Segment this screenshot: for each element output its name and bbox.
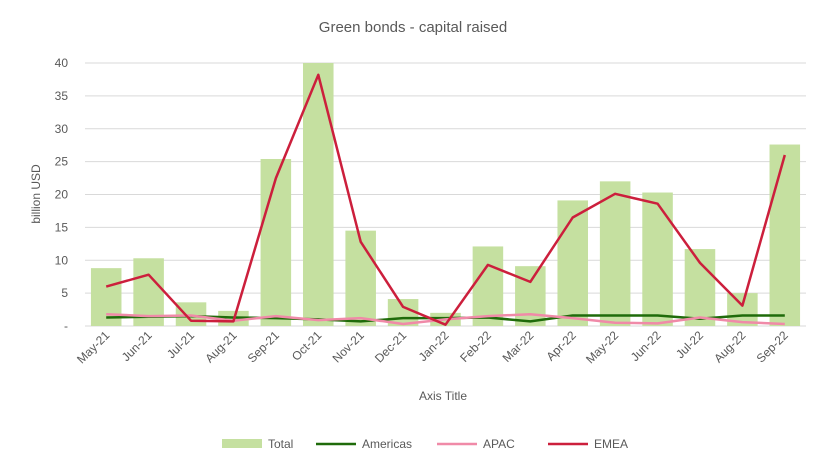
chart-title: Green bonds - capital raised [319, 19, 507, 36]
legend-label-americas: Americas [362, 437, 412, 451]
x-tick-label: Oct-21 [289, 328, 325, 364]
x-tick-label: Mar-22 [500, 328, 537, 365]
x-tick-label: Jul-21 [164, 328, 197, 361]
bar-total [515, 266, 546, 326]
bar-total [642, 192, 673, 326]
bar-total [175, 302, 207, 326]
y-tick-label: 10 [55, 253, 69, 267]
x-tick-label: Dec-21 [372, 328, 409, 365]
x-tick-label: Sep-22 [754, 328, 791, 365]
bar-total [599, 181, 631, 326]
x-tick-label: Aug-22 [711, 328, 748, 365]
y-tick-label: 25 [55, 155, 69, 169]
y-axis-label: billion USD [29, 164, 43, 224]
bar-total [302, 63, 334, 326]
y-axis-ticks: - 5 10 15 20 25 30 35 40 [55, 56, 69, 333]
y-tick-label: 35 [55, 89, 69, 103]
line-series [105, 73, 787, 326]
bar-total [345, 230, 376, 326]
legend: Total Americas APAC EMEA [222, 437, 628, 451]
line-emea [105, 73, 787, 326]
line-apac [106, 312, 785, 326]
x-tick-label: Feb-22 [457, 328, 494, 365]
x-tick-label: Jan-22 [416, 328, 452, 364]
x-axis-label: Axis Title [419, 389, 467, 403]
x-tick-label: Apr-22 [543, 328, 579, 364]
x-tick-label: Jun-22 [628, 328, 664, 364]
x-tick-label: Nov-21 [330, 328, 367, 365]
x-tick-label: Jul-22 [673, 328, 706, 361]
x-tick-label: May-21 [74, 328, 112, 366]
legend-label-total: Total [268, 437, 293, 451]
x-tick-label: Jun-21 [119, 328, 155, 364]
x-tick-label: Sep-21 [245, 328, 282, 365]
line-americas [106, 314, 785, 323]
x-tick-label: May-22 [583, 328, 621, 366]
legend-label-emea: EMEA [594, 437, 628, 451]
y-tick-label: 30 [55, 122, 69, 136]
bar-total [472, 246, 504, 326]
y-tick-label: 40 [55, 56, 69, 70]
bar-total [557, 200, 589, 326]
legend-swatch-total [222, 439, 262, 448]
y-tick-label: 5 [61, 286, 68, 300]
y-tick-label: 15 [55, 220, 69, 234]
y-tick-label: - [64, 319, 68, 333]
bar-total [684, 249, 716, 326]
bar-total [769, 144, 801, 326]
x-tick-label: Aug-21 [202, 328, 239, 365]
y-tick-label: 20 [55, 188, 69, 202]
bar-total [260, 158, 292, 326]
x-axis-ticks: May-21 Jun-21 Jul-21 Aug-21 Sep-21 Oct-21 Nov-… [74, 328, 791, 366]
legend-label-apac: APAC [483, 437, 515, 451]
